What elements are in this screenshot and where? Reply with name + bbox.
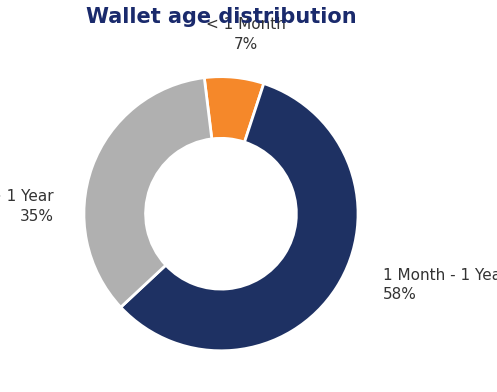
Wedge shape xyxy=(121,83,358,351)
Title: Wallet age distribution: Wallet age distribution xyxy=(85,7,356,27)
Text: > 1 Year
35%: > 1 Year 35% xyxy=(0,189,54,224)
Text: < 1 Month
7%: < 1 Month 7% xyxy=(206,17,286,52)
Wedge shape xyxy=(84,78,212,307)
Wedge shape xyxy=(204,77,264,142)
Text: 1 Month - 1 Year
58%: 1 Month - 1 Year 58% xyxy=(383,268,497,302)
